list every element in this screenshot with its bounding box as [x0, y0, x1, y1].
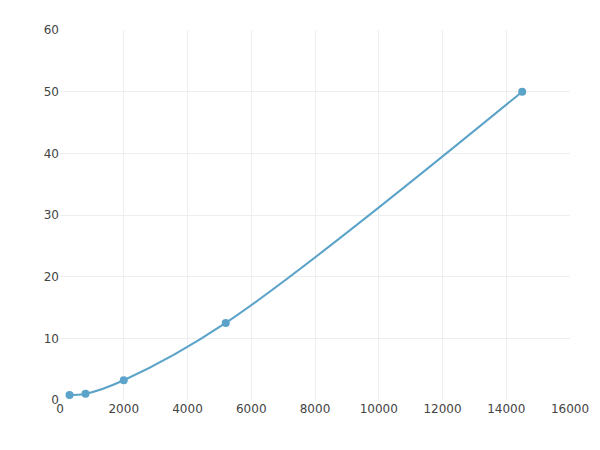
svg-text:40: 40: [44, 147, 59, 161]
svg-text:50: 50: [44, 85, 59, 99]
svg-text:16000: 16000: [551, 402, 589, 416]
svg-text:12000: 12000: [423, 402, 461, 416]
svg-text:10000: 10000: [360, 402, 398, 416]
svg-text:0: 0: [56, 402, 64, 416]
svg-text:30: 30: [44, 208, 59, 222]
svg-text:10: 10: [44, 332, 59, 346]
svg-text:0: 0: [51, 393, 59, 407]
svg-text:14000: 14000: [487, 402, 525, 416]
svg-text:6000: 6000: [236, 402, 267, 416]
svg-text:20: 20: [44, 270, 59, 284]
svg-text:8000: 8000: [300, 402, 331, 416]
svg-text:60: 60: [44, 23, 59, 37]
svg-text:4000: 4000: [172, 402, 203, 416]
svg-text:2000: 2000: [108, 402, 139, 416]
